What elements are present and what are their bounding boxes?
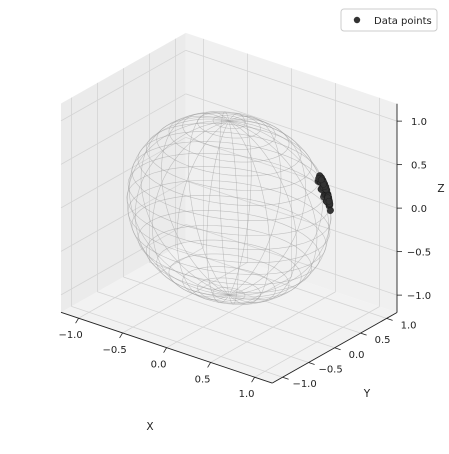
x-tick xyxy=(75,317,79,324)
z-tick-label: 1.0 xyxy=(411,117,427,128)
grid-line xyxy=(185,49,398,122)
y-tick-label: −1.0 xyxy=(292,379,316,390)
wireframe-sphere xyxy=(126,111,332,305)
y-tick xyxy=(334,347,341,351)
x-tick xyxy=(251,376,255,383)
y-tick-label: 0.5 xyxy=(375,335,391,346)
sphere-parallel xyxy=(145,122,313,191)
axis-ticks: −1.0−1.0−1.0−0.5−0.5−0.50.00.00.00.50.50… xyxy=(58,117,431,400)
sphere-parallel xyxy=(156,239,302,300)
data-point xyxy=(317,176,325,184)
sphere-parallel xyxy=(127,180,331,264)
sphere-parallel xyxy=(137,131,321,206)
data-point xyxy=(326,207,334,215)
sphere-parallel xyxy=(182,266,276,305)
x-tick xyxy=(163,347,167,353)
axis-panes xyxy=(61,32,397,384)
x-tick xyxy=(119,332,123,339)
grid-line xyxy=(185,136,398,209)
x-tick-label: 0.0 xyxy=(151,360,167,371)
sphere-parallel xyxy=(126,166,332,250)
sphere-parallel xyxy=(212,287,246,301)
z-axis-label: Z xyxy=(437,183,444,195)
y-tick xyxy=(308,362,315,365)
sphere-parallel xyxy=(197,112,261,139)
grid-line xyxy=(123,276,335,349)
x-tick-label: 0.5 xyxy=(195,374,211,385)
grid-line xyxy=(175,247,387,319)
data-points xyxy=(314,172,334,215)
data-point xyxy=(325,197,333,205)
grid-line xyxy=(60,93,186,165)
z-tick-label: 0.5 xyxy=(411,161,427,172)
x-axis-label: X xyxy=(146,421,153,433)
y-tick-label: −0.5 xyxy=(318,365,342,376)
sphere-parallel xyxy=(131,195,327,275)
grid-line xyxy=(254,306,380,378)
legend: Data points xyxy=(340,8,438,32)
sphere-parallel xyxy=(131,141,327,221)
z-tick-label: −0.5 xyxy=(407,248,431,259)
x-tick-label: −0.5 xyxy=(102,345,126,356)
legend-label: Data points xyxy=(374,16,432,27)
z-tick-label: 0.0 xyxy=(411,204,427,215)
x-tick-label: 1.0 xyxy=(239,389,255,400)
x-tick-label: −1.0 xyxy=(58,330,82,341)
grid-line xyxy=(60,49,186,122)
legend-marker xyxy=(353,16,361,24)
sphere-parallel xyxy=(182,111,276,150)
sphere-parallel xyxy=(168,253,290,304)
y-tick xyxy=(360,332,367,336)
axis-grid xyxy=(60,38,398,378)
y-tick xyxy=(282,376,289,380)
z-tick-label: −1.0 xyxy=(407,291,431,302)
sphere-parallel xyxy=(137,210,321,285)
sphere-parallel xyxy=(145,225,313,294)
sphere-parallel xyxy=(197,277,261,304)
legend-box xyxy=(340,8,438,32)
grid-line xyxy=(185,93,398,165)
y-tick-label: 1.0 xyxy=(401,320,417,331)
grid-line xyxy=(210,291,336,363)
sphere-parallel xyxy=(212,115,246,129)
sphere-parallel xyxy=(168,112,290,163)
x-tick xyxy=(207,362,211,368)
y-axis-label: Y xyxy=(363,388,371,400)
y-tick xyxy=(386,318,393,321)
y-tick-label: 0.0 xyxy=(349,350,365,361)
sphere-parallel xyxy=(156,116,302,177)
